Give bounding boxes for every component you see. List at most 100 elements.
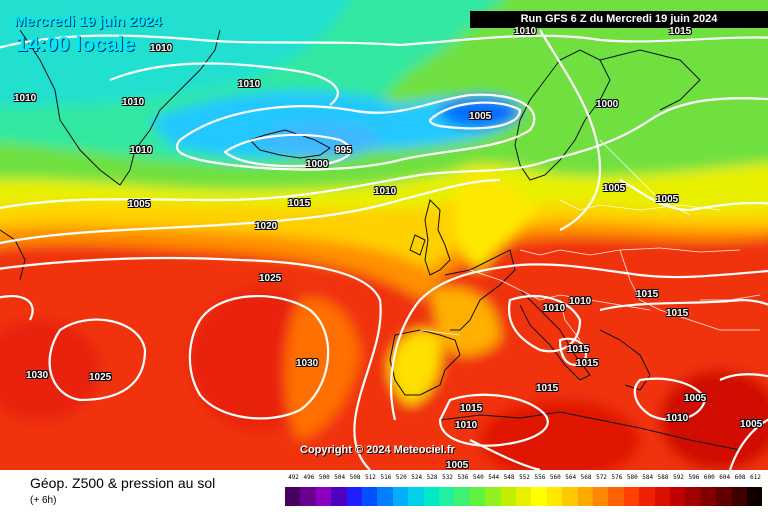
scale-swatch — [639, 487, 655, 506]
scale-swatch — [423, 487, 439, 506]
isobar-label: 1015 — [288, 198, 311, 209]
scale-value: 592 — [673, 474, 684, 481]
isobar-label: 1015 — [536, 383, 559, 394]
isobar-label: 1005 — [128, 199, 151, 210]
isobar-label: 1015 — [576, 358, 599, 369]
isobar-label: 1005 — [684, 393, 707, 404]
scale-swatch — [747, 487, 763, 506]
scale-value: 540 — [472, 474, 484, 481]
scale-swatch — [331, 487, 347, 506]
isobar-label: 1010 — [238, 79, 261, 90]
scale-swatch — [346, 487, 362, 506]
legend-title: Géop. Z500 & pression au sol — [30, 475, 216, 491]
scale-swatch — [454, 487, 470, 506]
scale-swatch — [593, 487, 609, 506]
copyright-notice: Copyright © 2024 Meteociel.fr — [300, 444, 455, 456]
scale-value: 612 — [750, 474, 761, 481]
scale-value: 568 — [580, 474, 592, 481]
scale-value: 564 — [565, 474, 577, 481]
scale-value: 552 — [519, 474, 530, 481]
scale-swatch — [408, 487, 424, 506]
scale-value: 596 — [688, 474, 700, 481]
scale-value: 548 — [503, 474, 515, 481]
scale-swatch — [315, 487, 332, 506]
isobar-label: 1010 — [666, 413, 689, 424]
scale-swatch — [469, 487, 486, 506]
isobar-label: 1015 — [460, 403, 483, 414]
isobars — [0, 29, 768, 470]
scale-swatch — [623, 487, 640, 506]
scale-swatch — [577, 487, 593, 506]
isobar-label: 1005 — [656, 194, 679, 205]
isobar-label: 1010 — [14, 93, 37, 104]
isobar-label: 1030 — [296, 358, 319, 369]
isobar-label: 1015 — [666, 308, 689, 319]
isobar-label: 1000 — [306, 159, 329, 170]
scale-swatch — [392, 487, 409, 506]
isobar-label: 1010 — [514, 26, 537, 37]
scale-swatch — [485, 487, 501, 506]
forecast-local-time: 14:00 locale — [16, 33, 136, 56]
scale-swatch — [531, 487, 547, 506]
isobar-label: 1015 — [669, 26, 692, 37]
z500-color-bands — [0, 0, 768, 470]
isobar-label: 1010 — [130, 145, 153, 156]
scale-value: 604 — [719, 474, 731, 481]
scale-swatch — [439, 487, 455, 506]
legend-bar: Géop. Z500 & pression au sol (+ 6h) 492 4… — [0, 470, 768, 512]
scale-value: 512 — [365, 474, 376, 481]
scale-value: 572 — [596, 474, 607, 481]
scale-value: 576 — [611, 474, 623, 481]
scale-value: 492 — [288, 474, 299, 481]
scale-value: 544 — [488, 474, 500, 481]
geopotential-field — [0, 0, 768, 470]
isobar-label: 1005 — [740, 419, 763, 430]
isobar-label: 995 — [335, 145, 352, 156]
forecast-date: Mercredi 19 juin 2024 — [14, 13, 162, 30]
isobar-label: 1005 — [446, 460, 469, 471]
scale-swatch — [731, 487, 747, 506]
country-borders — [419, 139, 761, 341]
scale-value: 556 — [534, 474, 546, 481]
forecast-map: Mercredi 19 juin 2024 14:00 locale Run G… — [0, 0, 768, 470]
isobar-label: 1010 — [569, 296, 592, 307]
isobar-label: 1010 — [374, 186, 397, 197]
scale-swatch — [516, 487, 532, 506]
scale-swatch — [500, 487, 516, 506]
isobar-label: 1010 — [122, 97, 145, 108]
scale-value: 528 — [426, 474, 438, 481]
scale-swatch — [654, 487, 670, 506]
scale-value: 508 — [349, 474, 361, 481]
scale-swatch — [362, 487, 378, 506]
scale-swatch — [546, 487, 563, 506]
isobar-label: 1015 — [636, 289, 659, 300]
scale-value: 536 — [457, 474, 469, 481]
scale-value: 524 — [411, 474, 423, 481]
scale-value: 600 — [703, 474, 715, 481]
isobar-label: 1010 — [543, 303, 566, 314]
coastlines — [0, 29, 741, 451]
scale-swatch — [608, 487, 624, 506]
scale-value: 584 — [642, 474, 654, 481]
scale-swatch — [685, 487, 701, 506]
scale-swatch — [377, 487, 393, 506]
isobar-label: 1000 — [596, 99, 619, 110]
isobar-label: 1010 — [150, 43, 173, 54]
scale-swatch — [670, 487, 686, 506]
scale-swatch — [716, 487, 732, 506]
scale-value: 608 — [734, 474, 746, 481]
isobar-label: 1005 — [603, 183, 626, 194]
scale-value: 500 — [318, 474, 330, 481]
model-run-banner: Run GFS 6 Z du Mercredi 19 juin 2024 — [470, 11, 768, 28]
scale-swatch — [285, 487, 301, 506]
scale-value: 580 — [626, 474, 638, 481]
scale-value: 520 — [395, 474, 407, 481]
scale-value: 496 — [303, 474, 315, 481]
scale-swatch — [562, 487, 578, 506]
forecast-offset: (+ 6h) — [30, 495, 57, 506]
isobar-label: 1025 — [89, 372, 112, 383]
isobar-label: 1025 — [259, 273, 282, 284]
isobar-label: 1020 — [255, 221, 278, 232]
scale-swatch — [700, 487, 717, 506]
